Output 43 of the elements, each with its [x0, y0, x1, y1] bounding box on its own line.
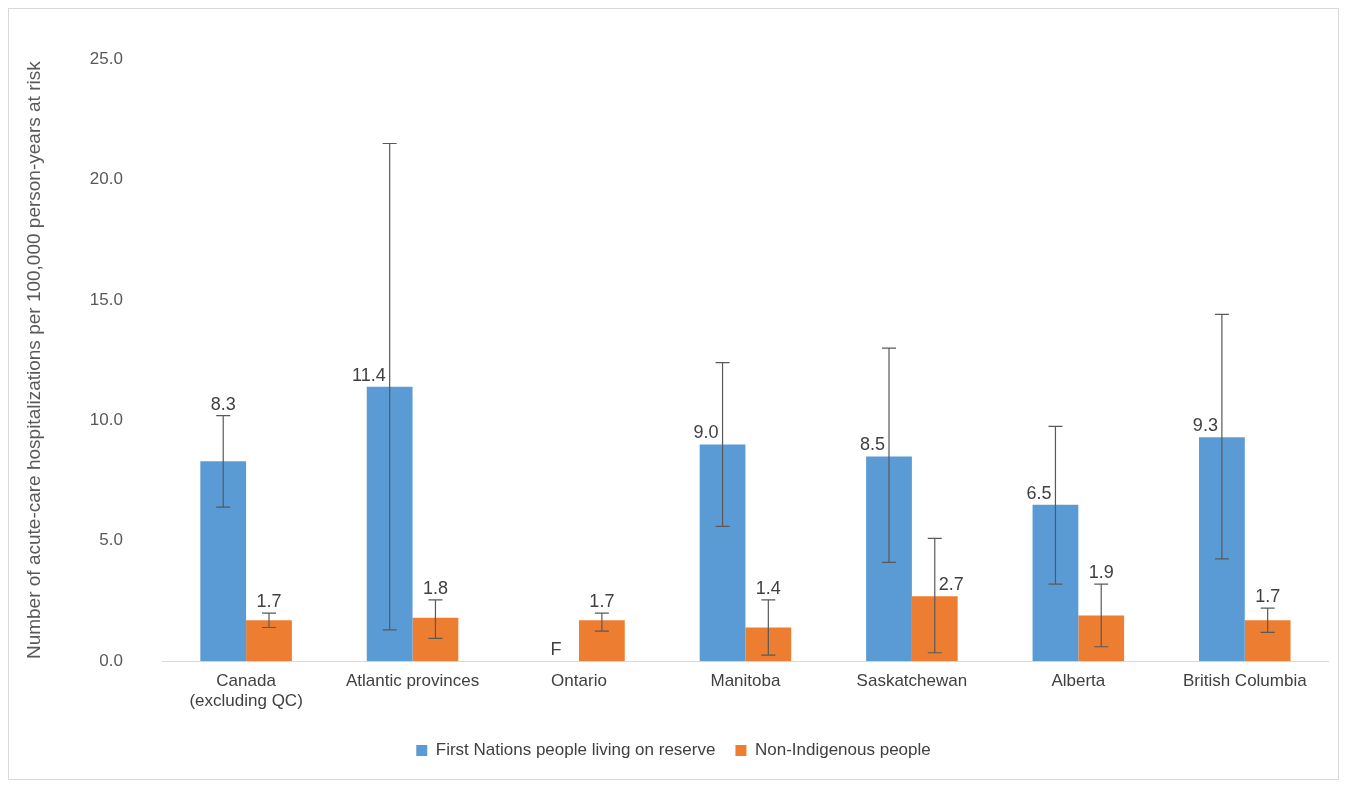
legend-label: Non-Indigenous people	[754, 740, 931, 760]
bar	[1032, 504, 1079, 662]
y-tick-label: 10.0	[89, 410, 123, 430]
x-tick-label: Saskatchewan	[856, 671, 968, 691]
bar	[246, 620, 292, 662]
y-axis-title: Number of acute-care hospitalizations per 100,000 person-years at risk	[22, 60, 44, 660]
bar	[200, 461, 247, 662]
x-tick-label: Atlantic provinces	[345, 671, 480, 691]
data-label: 2.7	[938, 574, 964, 595]
legend-label: First Nations people living on reserve	[435, 740, 716, 760]
bar	[699, 444, 746, 662]
bar	[911, 596, 958, 662]
x-tick-label: British Columbia	[1182, 671, 1308, 691]
bar	[1199, 437, 1245, 662]
bar	[1244, 620, 1291, 662]
bar	[745, 627, 792, 662]
y-tick-label: 25.0	[89, 48, 123, 68]
text: F	[550, 639, 562, 660]
data-label: 1.7	[589, 591, 615, 612]
y-tick-label: 20.0	[89, 169, 123, 189]
bar	[866, 456, 912, 662]
data-label: 11.4	[351, 364, 386, 385]
x-tick-label: Canada (excluding QC)	[189, 671, 303, 711]
y-tick-label: 0.0	[99, 650, 123, 670]
data-label: 1.4	[755, 577, 781, 598]
data-label: 6.5	[1026, 482, 1052, 503]
data-label: 8.3	[210, 393, 236, 414]
x-tick-label: Alberta	[1051, 671, 1106, 691]
x-tick-label: Manitoba	[710, 671, 781, 691]
data-label: 1.9	[1088, 562, 1114, 583]
bar	[366, 386, 413, 662]
y-tick-label: 15.0	[89, 289, 123, 309]
x-tick-label: Ontario	[551, 671, 607, 691]
bar	[412, 617, 459, 662]
data-label: 1.7	[256, 591, 282, 612]
data-label: 9.3	[1192, 415, 1218, 436]
data-label: 1.8	[422, 577, 448, 598]
data-label: 9.0	[693, 422, 719, 443]
bar	[579, 620, 625, 662]
bar	[1078, 615, 1125, 662]
data-label: 8.5	[859, 434, 886, 455]
data-label: 1.7	[1255, 586, 1281, 607]
y-tick-label: 5.0	[99, 530, 123, 550]
